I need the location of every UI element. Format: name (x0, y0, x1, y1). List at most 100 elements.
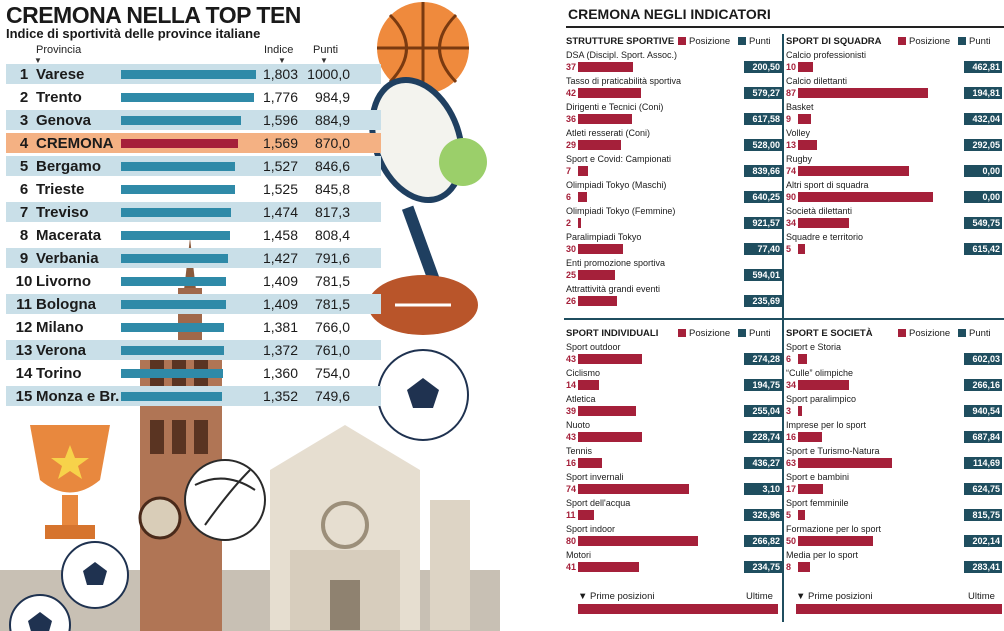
position-bar (798, 536, 873, 546)
indicator-row: Volley 13 292,05 (786, 128, 1002, 154)
index-bar (121, 254, 228, 263)
table-row: 7 Treviso 1,474 817,3 (6, 201, 381, 224)
indicator-label: Attrattività grandi eventi (566, 284, 661, 294)
points-value: 235,69 (744, 295, 782, 307)
position-value: 74 (786, 166, 797, 176)
position-value: 13 (786, 140, 797, 150)
position-value: 43 (566, 354, 577, 364)
province-name: Trento (36, 89, 82, 106)
indicator-row: Società dilettanti 34 549,75 (786, 206, 1002, 232)
panel-header: STRUTTURE SPORTIVE Posizione Punti (566, 36, 776, 47)
indicator-label: Calcio dilettanti (786, 76, 848, 86)
position-bar (798, 354, 807, 364)
position-value: 2 (566, 218, 572, 228)
position-bar (798, 140, 817, 150)
index-bar (121, 369, 223, 378)
table-row: 8 Macerata 1,458 808,4 (6, 224, 381, 247)
position-bar (578, 484, 689, 494)
top-ten-section: CREMONA NELLA TOP TEN Indice di sportivi… (0, 0, 500, 631)
index-bar (121, 116, 241, 125)
indicator-row: Tasso di praticabilità sportiva 42 579,27 (566, 76, 782, 102)
points-value: 228,74 (744, 431, 782, 443)
points-value: 283,41 (964, 561, 1002, 573)
indicator-panel: SPORT E SOCIETÀ Posizione Punti Sport e Sto… (786, 328, 1002, 608)
index-value: 1,427 (262, 250, 298, 266)
position-bar (578, 354, 642, 364)
points-value: 839,66 (744, 165, 782, 177)
rank-number: 3 (19, 112, 29, 129)
footer-left-label: ▼ Prime posizioni (578, 591, 655, 602)
position-value: 7 (566, 166, 572, 176)
arrow-down-icon: ▼ (34, 56, 42, 65)
indicator-label: Basket (786, 102, 814, 112)
legend-label: Punti (749, 36, 771, 47)
indicators-section: CREMONA NEGLI INDICATORI STRUTTURE SPORT… (560, 0, 1004, 631)
indicator-label: Atleti resserati (Coni) (566, 128, 651, 138)
table-row: 15 Monza e Br. 1,352 749,6 (6, 385, 381, 408)
position-bar (578, 218, 581, 228)
panel-heading: SPORT E SOCIETÀ (786, 328, 873, 339)
points-value: 549,75 (964, 217, 1002, 229)
position-value: 39 (566, 406, 577, 416)
position-value: 42 (566, 88, 577, 98)
index-value: 1,372 (262, 342, 298, 358)
indicator-row: Motori 41 234,75 (566, 550, 782, 576)
subtitle: Indice di sportività delle province ital… (6, 26, 261, 41)
rank-number: 5 (19, 158, 29, 175)
indicator-label: Altri sport di squadra (786, 180, 869, 190)
points-value: 808,4 (314, 227, 350, 243)
panel-divider (564, 318, 1004, 320)
indicator-row: Sport e bambini 17 624,75 (786, 472, 1002, 498)
indicator-row: Squadre e territorio 5 615,42 (786, 232, 1002, 258)
position-value: 43 (566, 432, 577, 442)
points-value: 884,9 (314, 112, 350, 128)
points-value: 292,05 (964, 139, 1002, 151)
position-bar (798, 406, 802, 416)
province-name: Bologna (36, 296, 96, 313)
indicator-row: DSA (Discipl. Sport. Assoc.) 37 200,50 (566, 50, 782, 76)
points-value: 0,00 (964, 191, 1002, 203)
panel-header: SPORT DI SQUADRA Posizione Punti (786, 36, 996, 47)
position-value: 34 (786, 218, 797, 228)
points-value: 921,57 (744, 217, 782, 229)
index-value: 1,409 (262, 296, 298, 312)
rank-number: 7 (19, 204, 29, 221)
panel-heading: SPORT INDIVIDUALI (566, 328, 659, 339)
points-value: 846,6 (314, 158, 350, 174)
indicator-label: Media per lo sport (786, 550, 859, 560)
position-value: 17 (786, 484, 797, 494)
indicator-row: Imprese per lo sport 16 687,84 (786, 420, 1002, 446)
position-value: 37 (566, 62, 577, 72)
index-bar (121, 231, 230, 240)
position-value: 26 (566, 296, 577, 306)
points-value: 749,6 (314, 388, 350, 404)
index-value: 1,596 (262, 112, 298, 128)
legend-points: Punti (738, 328, 771, 339)
position-bar (578, 114, 632, 124)
position-value: 29 (566, 140, 577, 150)
legend-swatch-position (898, 329, 906, 337)
index-bar (121, 346, 224, 355)
table-row: 14 Torino 1,360 754,0 (6, 362, 381, 385)
indicator-row: Paralimpiadi Tokyo 30 77,40 (566, 232, 782, 258)
position-bar (578, 458, 602, 468)
position-bar (578, 270, 615, 280)
indicator-row: Enti promozione sportiva 25 594,01 (566, 258, 782, 284)
rank-number: 15 (15, 388, 33, 405)
table-row: 4 CREMONA 1,569 870,0 (6, 132, 381, 155)
footer-right-label: Ultime (968, 591, 995, 602)
position-bar (578, 296, 617, 306)
province-name: Trieste (36, 181, 85, 198)
position-value: 34 (786, 380, 797, 390)
position-value: 5 (786, 510, 792, 520)
position-value: 80 (566, 536, 577, 546)
index-value: 1,569 (262, 135, 298, 151)
province-name: Torino (36, 365, 82, 382)
points-value: 766,0 (314, 319, 350, 335)
position-bar (578, 510, 594, 520)
points-value: 940,54 (964, 405, 1002, 417)
legend-label: Punti (969, 328, 991, 339)
points-value: 615,42 (964, 243, 1002, 255)
panel-header: SPORT INDIVIDUALI Posizione Punti (566, 328, 776, 339)
index-value: 1,352 (262, 388, 298, 404)
